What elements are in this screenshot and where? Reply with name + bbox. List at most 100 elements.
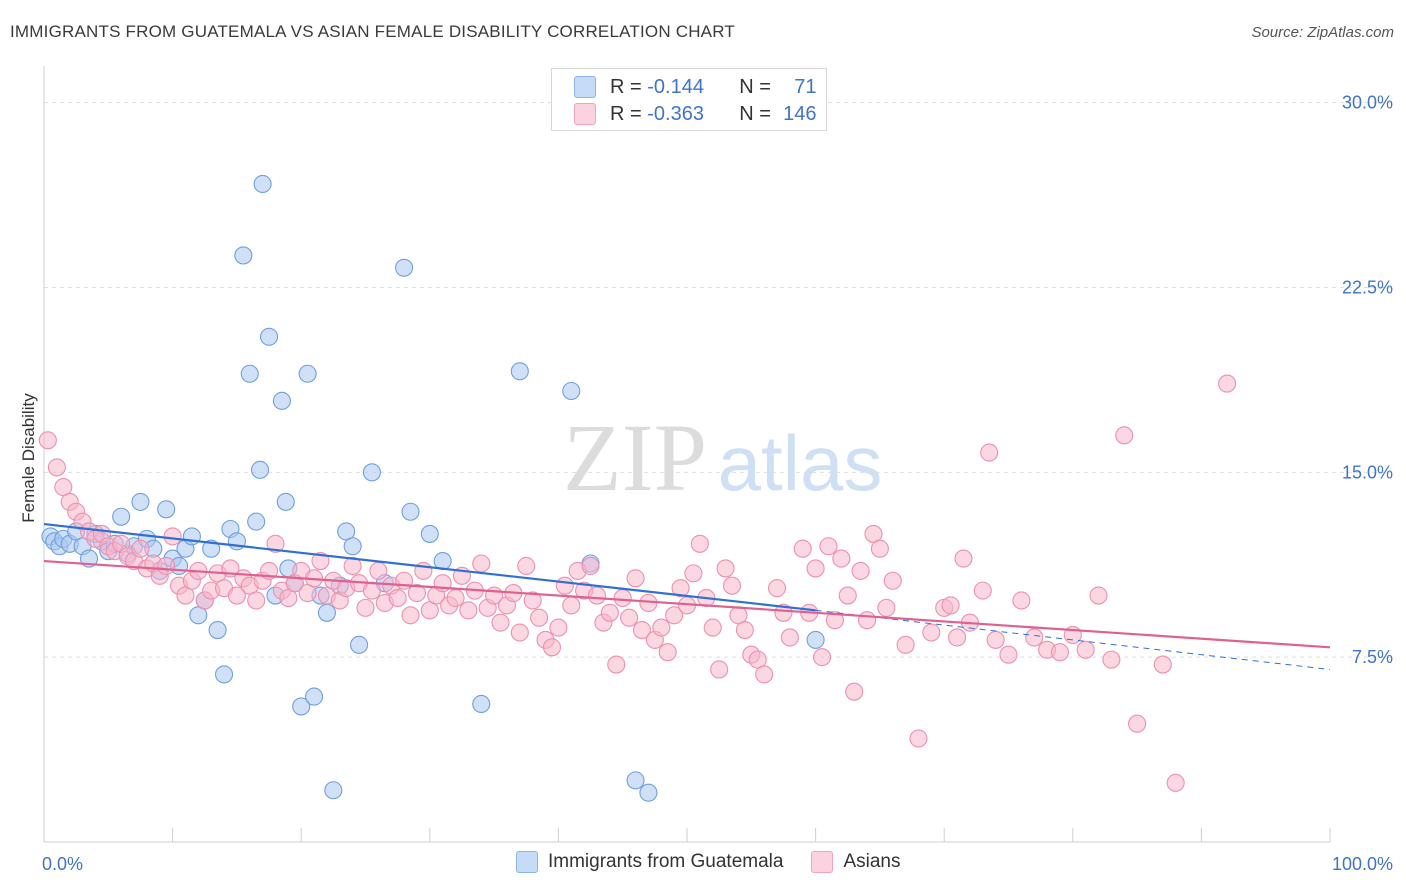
data-point (825, 611, 844, 630)
x-tick-label: 100.0% (1332, 854, 1393, 874)
data-point (562, 381, 581, 401)
series-legend-label-asians: Asians (843, 851, 901, 872)
data-point (1050, 643, 1069, 662)
data-point (247, 591, 266, 610)
data-point (703, 618, 722, 637)
data-point (1153, 655, 1172, 674)
data-point (613, 588, 632, 608)
data-point (793, 539, 812, 558)
data-point (234, 246, 253, 265)
watermark-zip: ZIP (563, 404, 707, 511)
data-point (362, 581, 381, 600)
data-point (948, 628, 967, 647)
watermark-atlas: atlas (718, 419, 883, 507)
data-point (774, 603, 793, 622)
trend-lines (43, 522, 1331, 670)
data-point (710, 660, 729, 679)
data-point (157, 556, 176, 576)
legend-swatch-guatemala (574, 76, 596, 98)
data-point (941, 596, 960, 615)
legend-row-guatemala: R = -0.144 N = 71 (574, 74, 817, 100)
data-point (549, 618, 568, 637)
data-point (395, 571, 414, 590)
data-point (767, 579, 787, 598)
data-point (555, 576, 574, 595)
data-point (999, 645, 1018, 664)
data-point (542, 638, 562, 657)
data-point (47, 458, 66, 477)
data-point (607, 655, 626, 674)
data-point (1012, 591, 1031, 610)
axes (43, 66, 1331, 843)
data-point (388, 588, 407, 608)
data-point (517, 556, 536, 576)
data-point (420, 524, 439, 543)
data-point (587, 586, 607, 605)
legend-n-value: 71 (794, 75, 817, 98)
data-point (1089, 586, 1108, 605)
data-point (870, 539, 889, 558)
data-point (954, 549, 973, 568)
legend-row-asians: R = -0.363 N = 146 (574, 101, 817, 127)
data-point (639, 783, 658, 802)
data-point (240, 364, 259, 383)
data-point (157, 500, 176, 519)
legend-r-label: R = (610, 102, 648, 125)
data-point (896, 635, 915, 654)
data-point (311, 551, 330, 571)
tick-labels: 7.5% 15.0% 22.5% 30.0% 0.0% 100.0% (42, 93, 1393, 874)
data-point (510, 623, 529, 642)
data-point (446, 588, 465, 608)
data-point (305, 687, 324, 706)
data-point (472, 694, 491, 714)
data-point (202, 539, 221, 558)
data-point (671, 579, 690, 598)
legend-n-value: 146 (783, 102, 817, 125)
data-point (292, 697, 311, 716)
data-point (369, 561, 388, 580)
data-point (838, 586, 857, 605)
data-point (343, 537, 362, 556)
data-point (1166, 773, 1185, 792)
data-point (253, 174, 272, 194)
y-tick-label: 30.0% (1342, 93, 1393, 113)
data-point (806, 559, 825, 578)
series-legend-swatch-guatemala (516, 851, 538, 873)
data-point (227, 586, 246, 605)
data-point (350, 635, 369, 654)
data-point (581, 556, 600, 576)
data-point (1102, 650, 1121, 669)
data-point (819, 537, 838, 556)
data-point (600, 603, 619, 622)
data-point (973, 581, 992, 600)
x-tick-label: 0.0% (42, 854, 83, 874)
data-point (324, 781, 343, 800)
trend-line-guatemala-extension (815, 609, 1331, 670)
trend-line-asians (43, 559, 1331, 649)
data-point (523, 591, 542, 610)
data-point (735, 621, 754, 640)
data-point (980, 443, 999, 462)
data-point (112, 507, 131, 526)
trend-line-guatemala (43, 522, 816, 612)
data-point (131, 492, 150, 511)
data-point (652, 618, 671, 637)
data-point (755, 665, 774, 684)
data-point (922, 623, 941, 642)
data-point (851, 561, 870, 580)
data-point (407, 584, 426, 603)
data-point (632, 621, 652, 640)
data-point (272, 391, 291, 410)
y-tick-label: 15.0% (1342, 462, 1393, 482)
data-point (986, 630, 1005, 649)
data-point (626, 569, 645, 588)
data-point (806, 630, 825, 649)
data-point (1076, 640, 1095, 659)
legend-r-value: -0.144 (647, 75, 704, 98)
data-point (1218, 374, 1237, 393)
data-point (163, 527, 182, 546)
y-tick-label: 22.5% (1342, 277, 1393, 297)
data-point (362, 463, 381, 482)
data-point (1115, 426, 1134, 445)
data-point (38, 431, 57, 450)
